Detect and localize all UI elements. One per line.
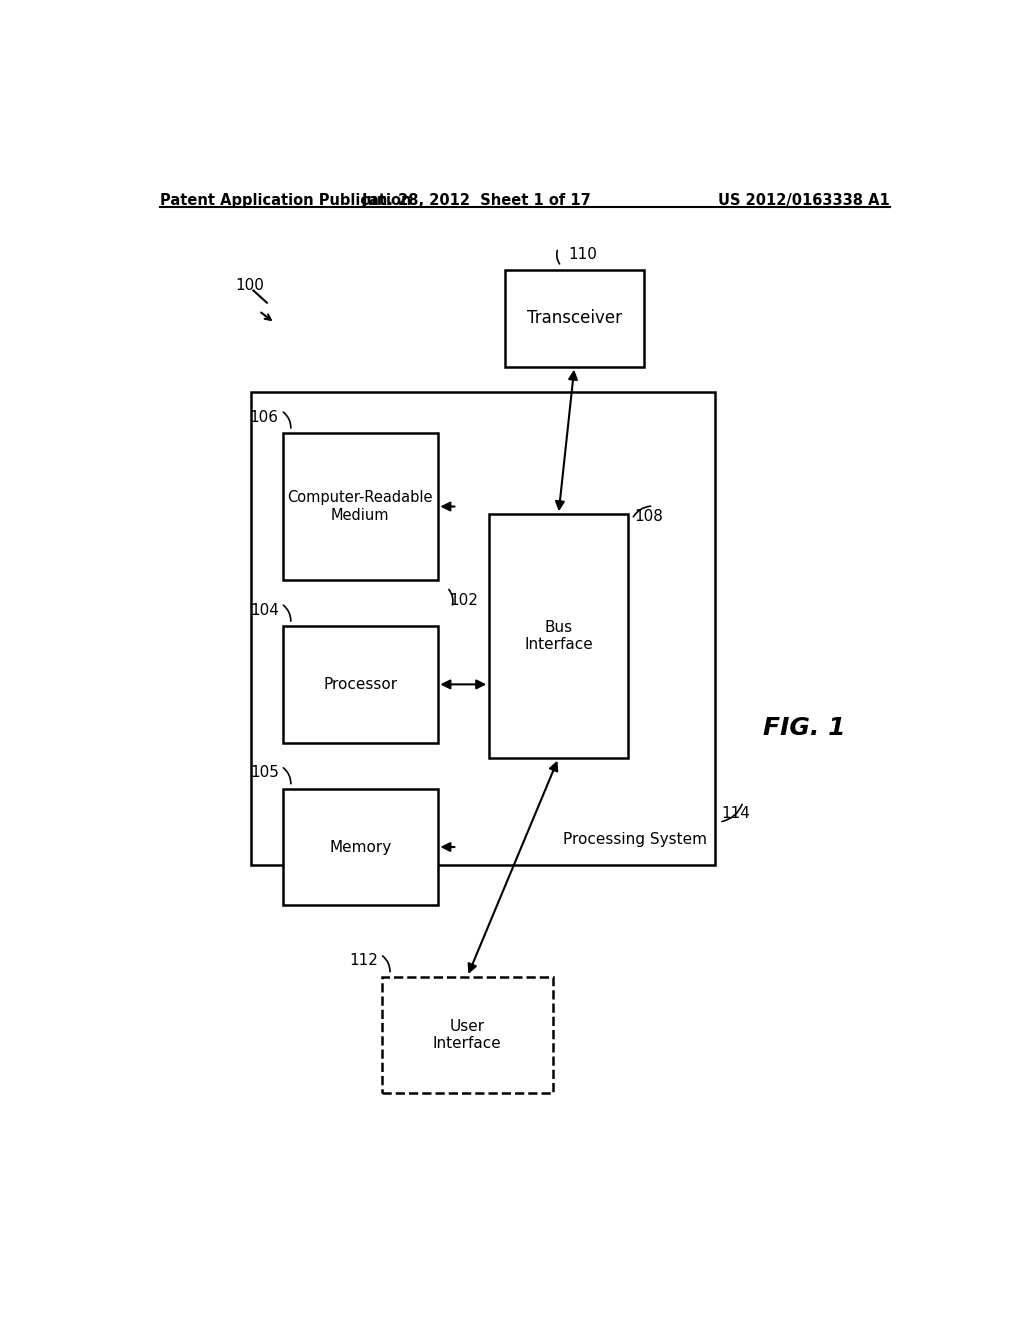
Text: 104: 104 <box>250 603 279 618</box>
Text: 112: 112 <box>349 953 378 969</box>
Text: Bus
Interface: Bus Interface <box>524 620 593 652</box>
Text: US 2012/0163338 A1: US 2012/0163338 A1 <box>718 193 890 209</box>
Text: Transceiver: Transceiver <box>527 309 622 327</box>
Text: 100: 100 <box>236 279 264 293</box>
Bar <box>489 515 628 758</box>
Bar <box>505 271 644 367</box>
Text: Computer-Readable
Medium: Computer-Readable Medium <box>288 490 433 523</box>
Text: Memory: Memory <box>329 840 391 854</box>
Bar <box>283 788 437 906</box>
Bar <box>382 977 553 1093</box>
Text: 108: 108 <box>634 510 664 524</box>
Text: 105: 105 <box>250 766 279 780</box>
Bar <box>251 392 715 865</box>
Text: Processing System: Processing System <box>563 832 708 846</box>
Text: 110: 110 <box>568 247 597 263</box>
Text: Jun. 28, 2012  Sheet 1 of 17: Jun. 28, 2012 Sheet 1 of 17 <box>362 193 592 209</box>
Text: Processor: Processor <box>323 677 397 692</box>
Bar <box>283 626 437 743</box>
Text: 102: 102 <box>450 593 478 609</box>
Text: FIG. 1: FIG. 1 <box>763 715 846 739</box>
Text: 106: 106 <box>250 409 279 425</box>
Text: 114: 114 <box>722 807 751 821</box>
Text: Patent Application Publication: Patent Application Publication <box>160 193 412 209</box>
Bar <box>283 433 437 581</box>
Text: User
Interface: User Interface <box>433 1019 502 1051</box>
